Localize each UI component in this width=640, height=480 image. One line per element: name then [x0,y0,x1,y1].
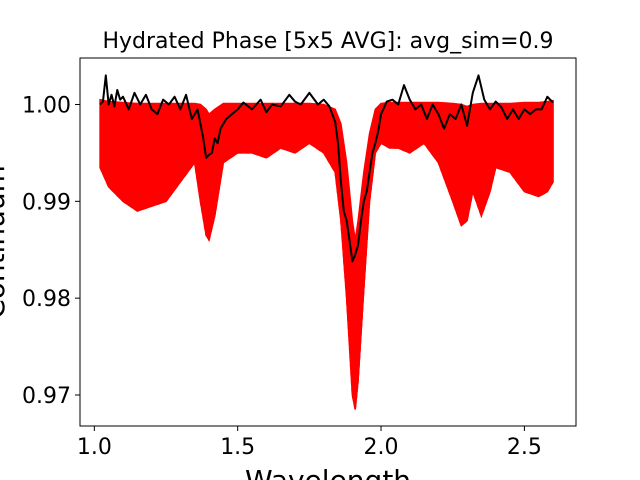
x-tick-label: 2.5 [507,435,542,460]
series-layer [99,74,554,263]
envelope-layer [99,98,554,410]
x-tick-label: 2.0 [364,435,399,460]
plot-area [79,57,577,427]
x-tick-label: 1.5 [220,435,255,460]
chart-title: Hydrated Phase [5x5 AVG]: avg_sim=0.9 [102,29,553,54]
y-tick-label: 0.99 [22,190,71,215]
y-tick-label: 1.00 [22,93,71,118]
series-line-0 [99,74,554,263]
y-axis: 0.97 0.98 0.99 1.00 [22,93,80,409]
x-tick-label: 1.0 [77,435,112,460]
y-tick-label: 0.97 [22,384,71,409]
x-axis: 1.0 1.5 2.0 2.5 [77,426,542,460]
axes-frame [79,57,577,427]
y-tick-label: 0.98 [22,287,71,312]
y-axis-label: Continuum [0,165,11,319]
envelope-lower-edge [99,142,554,410]
x-axis-label: Wavelength [245,464,411,480]
